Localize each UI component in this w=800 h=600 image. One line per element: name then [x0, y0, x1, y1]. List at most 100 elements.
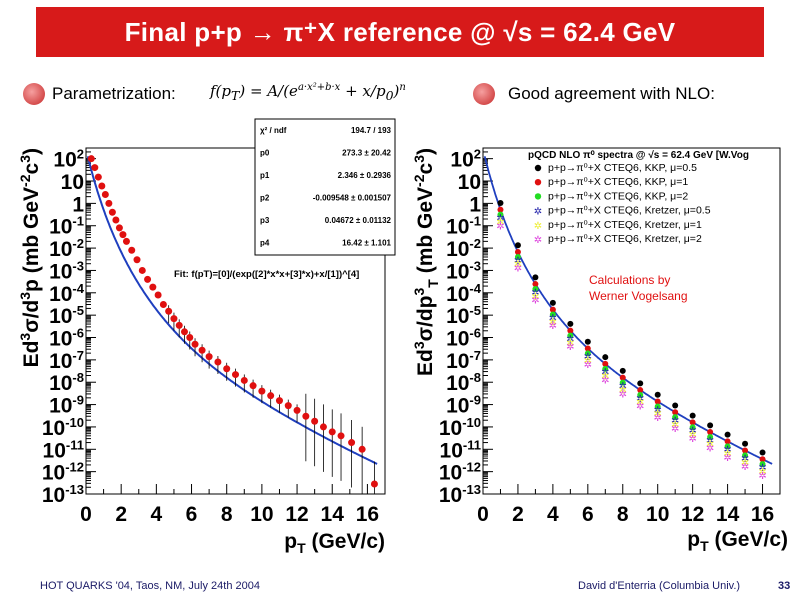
- series-point: ✲: [688, 434, 696, 445]
- stats-box: [254, 118, 396, 256]
- series-point: [707, 422, 714, 429]
- legend-entry: p+p→π⁰+X CTEQ6, KKP, μ=2: [548, 190, 688, 202]
- series-point: ✲: [496, 213, 504, 224]
- series-point: [689, 419, 696, 426]
- data-point: [101, 190, 109, 198]
- series-point: ✲: [671, 416, 679, 427]
- data-point: [115, 224, 123, 232]
- y-tick-label: 10-9: [446, 393, 481, 418]
- x-tick-label: 8: [617, 503, 629, 526]
- series-point: [602, 365, 609, 372]
- data-point: [180, 328, 188, 336]
- series-point: [654, 403, 661, 410]
- y-tick-label: 10-5: [446, 303, 481, 328]
- data-point: [91, 164, 99, 172]
- data-point: [293, 406, 301, 414]
- series-point: ✲: [706, 436, 714, 447]
- y-tick-label: 10-1: [49, 214, 84, 239]
- series-point: ✲: [549, 317, 557, 328]
- data-point: [186, 334, 194, 342]
- series-point: [532, 274, 539, 281]
- y-axis-title: Ed3σ/d3p (mb GeV-2c3): [17, 148, 43, 367]
- series-point: [602, 360, 609, 367]
- y-tick-label: 10-10: [42, 415, 84, 440]
- legend-entry: p+p→π⁰+X CTEQ6, Kretzer, μ=0.5: [548, 205, 711, 217]
- series-point: [742, 447, 749, 454]
- series-point: ✲: [549, 313, 557, 324]
- series-point: ✲: [496, 217, 504, 228]
- data-point: [87, 155, 95, 163]
- y-tick-label: 10-10: [439, 415, 481, 440]
- data-point: [311, 417, 319, 425]
- stats-value: -0.009548 ± 0.001507: [313, 194, 392, 203]
- data-point: [112, 216, 120, 224]
- series-point: ✲: [636, 394, 644, 405]
- y-tick-label: 10-4: [446, 281, 482, 306]
- series-point: [742, 452, 749, 459]
- series-point: ✲: [531, 288, 539, 299]
- series-point: ✲: [531, 292, 539, 303]
- legend-marker: ✲: [534, 221, 542, 232]
- data-point: [144, 275, 152, 283]
- fit-curve: [483, 156, 773, 465]
- stats-name: p3: [260, 216, 270, 225]
- stats-name: p4: [260, 239, 270, 248]
- series-point: [549, 306, 556, 313]
- y-tick-label: 10-5: [49, 303, 84, 328]
- y-tick-label: 10-13: [439, 482, 481, 507]
- series-point: ✲: [514, 264, 522, 275]
- y-tick-label: 10-9: [49, 393, 84, 418]
- legend-entry: p+p→π⁰+X CTEQ6, Kretzer, μ=2: [548, 233, 702, 245]
- series-point: ✲: [688, 430, 696, 441]
- series-point: [689, 412, 696, 419]
- series-point: ✲: [741, 462, 749, 473]
- x-tick-label: 2: [512, 503, 524, 526]
- series-point: ✲: [654, 409, 662, 420]
- x-tick-label: 2: [115, 503, 127, 526]
- bullet-icon: [473, 83, 495, 105]
- y-tick-label: 10-3: [49, 258, 84, 283]
- x-tick-label: 10: [646, 503, 669, 526]
- data-point: [128, 246, 136, 254]
- series-point: [637, 392, 644, 399]
- footer-conference: HOT QUARKS '04, Taos, NM, July 24th 2004: [40, 580, 260, 592]
- y-tick-label: 10-4: [49, 281, 85, 306]
- series-point: ✲: [671, 420, 679, 431]
- series-point: [497, 199, 504, 206]
- data-point: [159, 300, 167, 308]
- legend-marker: [534, 179, 542, 186]
- data-point: [214, 358, 222, 366]
- title-banner: Final p+p → π⁺X reference @ √s = 62.4 Ge…: [36, 7, 764, 57]
- y-tick-label: 10-8: [49, 370, 84, 395]
- y-tick-label: 10-11: [43, 437, 84, 462]
- data-point: [98, 182, 106, 190]
- y-tick-label: 10-7: [49, 348, 84, 373]
- annotation-text: Calculations by: [589, 273, 670, 287]
- x-tick-label: 0: [80, 503, 92, 526]
- series-point: ✲: [723, 449, 731, 460]
- y-tick-label: 1: [72, 193, 84, 216]
- x-tick-label: 16: [356, 503, 379, 526]
- series-point: [619, 367, 626, 374]
- series-point: [584, 338, 591, 345]
- data-point: [191, 340, 199, 348]
- data-point: [138, 266, 146, 274]
- series-point: ✲: [706, 444, 714, 455]
- y-axis-title: Ed3σ/dp3T (mb GeV-2c3): [411, 148, 441, 376]
- data-point: [240, 376, 248, 384]
- y-tick-label: 10-7: [446, 348, 481, 373]
- y-tick-label: 10-6: [446, 326, 481, 351]
- series-point: ✲: [584, 356, 592, 367]
- series-point: [549, 311, 556, 318]
- data-point: [370, 480, 378, 488]
- y-tick-label: 10-1: [446, 214, 481, 239]
- series-point: [654, 391, 661, 398]
- series-point: [514, 249, 521, 256]
- data-point: [94, 173, 102, 181]
- data-point: [119, 231, 127, 239]
- y-tick-label: 10: [458, 171, 481, 194]
- series-point: [514, 242, 521, 249]
- series-point: [619, 374, 626, 381]
- data-point: [105, 199, 113, 207]
- series-point: ✲: [601, 376, 609, 387]
